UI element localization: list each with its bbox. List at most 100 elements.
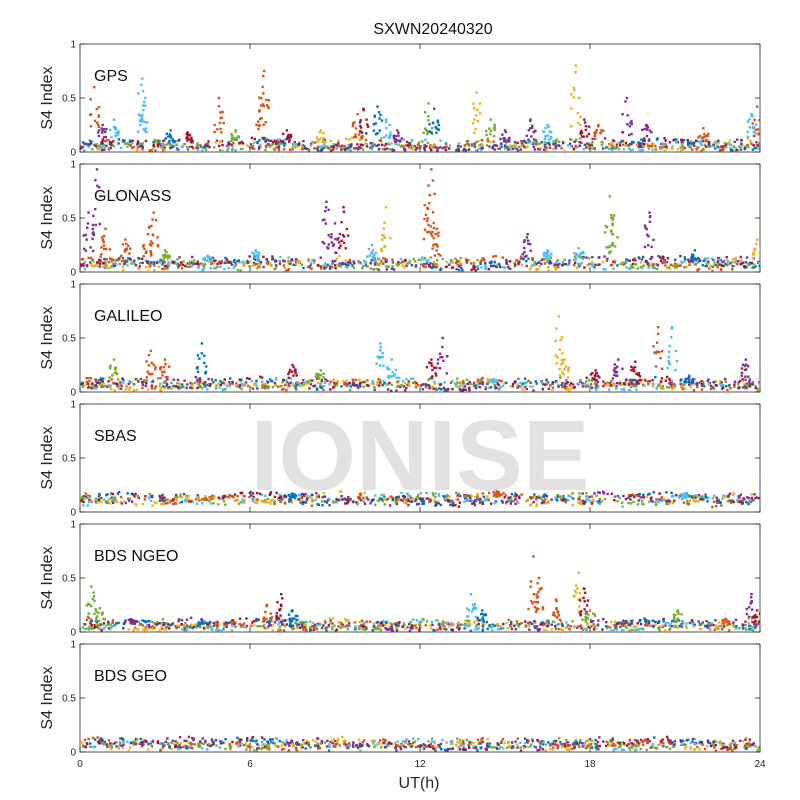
data-point <box>751 383 755 386</box>
data-point <box>602 380 605 383</box>
spike-point <box>340 239 343 243</box>
data-point <box>216 624 219 627</box>
spike-point <box>329 236 333 239</box>
data-point <box>150 384 154 387</box>
data-point <box>251 146 254 149</box>
data-point <box>635 495 638 498</box>
spike-point <box>115 131 118 135</box>
data-point <box>631 493 634 496</box>
data-point <box>636 494 639 497</box>
data-point <box>127 257 130 260</box>
data-point <box>412 258 415 261</box>
data-point <box>481 257 484 260</box>
data-point <box>107 384 110 387</box>
spike-point <box>602 129 605 133</box>
data-point <box>122 381 125 384</box>
data-point <box>257 263 260 267</box>
spike-point <box>327 234 330 237</box>
spike-point <box>322 242 326 245</box>
spike-point <box>478 102 482 105</box>
data-point <box>97 144 100 148</box>
data-point <box>400 491 403 495</box>
data-point <box>302 139 305 143</box>
data-point <box>221 149 225 152</box>
spike-point <box>339 244 342 247</box>
spike-point <box>685 495 689 498</box>
spike-point <box>760 132 762 134</box>
data-point <box>631 148 634 152</box>
data-point <box>474 269 477 272</box>
data-point <box>343 382 346 386</box>
data-point <box>439 503 443 507</box>
data-point <box>92 265 96 268</box>
data-point <box>722 264 726 268</box>
data-point <box>134 492 137 496</box>
spike-point <box>575 252 578 256</box>
spike-peak-point <box>101 123 104 127</box>
spike-point <box>150 244 153 247</box>
data-point <box>366 379 369 382</box>
data-point <box>680 149 683 152</box>
data-point <box>432 144 435 147</box>
data-point <box>385 147 389 150</box>
data-point <box>481 492 484 495</box>
data-point <box>685 265 688 269</box>
data-point <box>657 384 660 387</box>
data-point <box>683 256 686 259</box>
data-point <box>338 254 341 258</box>
data-point <box>373 143 376 146</box>
data-point <box>133 495 136 498</box>
data-point <box>595 383 598 386</box>
data-point <box>424 145 427 148</box>
data-point <box>509 385 512 388</box>
data-point <box>356 148 360 151</box>
data-point <box>652 491 656 494</box>
spike-point <box>495 495 498 499</box>
data-point <box>455 498 458 502</box>
data-point <box>716 498 719 501</box>
data-point <box>346 502 349 505</box>
spike-point <box>555 362 558 365</box>
data-point <box>154 139 158 142</box>
data-point <box>288 148 292 152</box>
data-point <box>733 380 737 384</box>
data-point <box>309 262 313 265</box>
y-tick-label: 0 <box>70 148 76 159</box>
data-point <box>428 498 432 501</box>
data-point <box>661 257 664 260</box>
data-point <box>744 383 747 386</box>
data-point <box>679 264 683 267</box>
data-point <box>336 145 339 148</box>
data-point <box>320 378 324 382</box>
spike-point <box>344 247 347 250</box>
data-point <box>237 259 240 262</box>
data-point <box>322 138 325 142</box>
data-point <box>319 382 322 385</box>
data-point <box>644 259 648 263</box>
spike-point <box>377 111 381 114</box>
data-point <box>218 381 221 385</box>
data-point <box>511 147 515 151</box>
spike-point <box>94 223 97 227</box>
data-point <box>184 264 187 268</box>
data-point <box>646 493 650 496</box>
data-point <box>505 146 509 149</box>
data-point <box>581 382 584 385</box>
data-point <box>435 263 438 266</box>
spike-point <box>474 128 477 131</box>
data-point <box>175 495 179 499</box>
data-point <box>565 380 569 384</box>
data-point <box>237 502 241 505</box>
data-point <box>661 142 665 145</box>
spike-point <box>93 119 97 123</box>
data-point <box>724 380 728 383</box>
data-point <box>369 146 372 149</box>
spike-point <box>91 227 94 231</box>
data-point <box>304 147 307 150</box>
data-point <box>261 386 264 390</box>
spike-point <box>321 240 324 244</box>
data-point <box>434 492 437 495</box>
data-point <box>750 496 754 500</box>
spike-peak-point <box>557 315 561 318</box>
spike-point <box>435 374 438 377</box>
